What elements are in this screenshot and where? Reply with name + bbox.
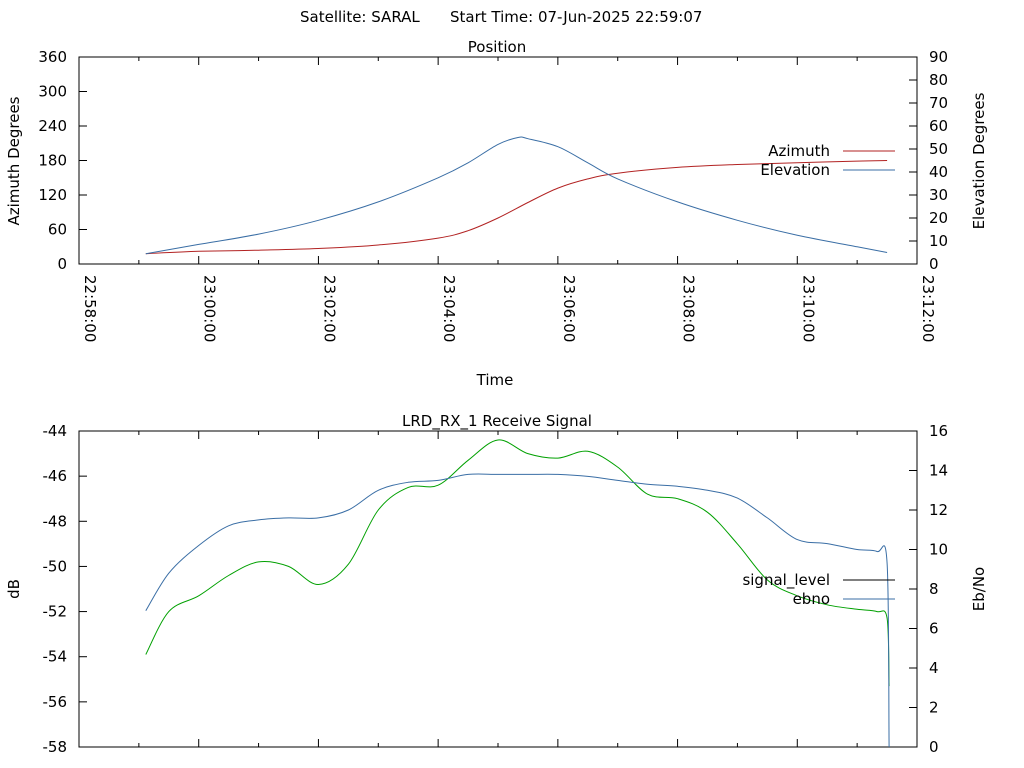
position-y2-tick-label: 70 [929,94,948,112]
receive-y2-tick-label: 10 [929,541,948,559]
position-y-tick-label: 180 [38,152,67,170]
position-y2-tick-label: 30 [929,186,948,204]
receive-y2-tick-label: 6 [929,620,939,638]
position-y2-tick-label: 80 [929,71,948,89]
position-y-tick-label: 360 [38,48,67,66]
time-axis-label: Time [476,371,514,389]
position-axes: 0 60 120 180 240 300 360 0 10 20 30 40 50 60 70 80 90 22:… [38,48,948,342]
position-y-tick-label: 0 [57,255,67,273]
position-y2-tick-label: 0 [929,255,939,273]
azimuth-axis-label: Azimuth Degrees [5,96,23,225]
position-y2-tick-label: 50 [929,140,948,158]
legend-signal-level-label: signal_level [742,571,830,590]
position-x-tick-label: 23:06:00 [560,275,578,342]
position-x-tick-label: 23:10:00 [799,275,817,342]
receive-y-tick-label: -50 [43,557,68,575]
receive-y2-tick-label: 2 [929,699,939,717]
receive-signal-chart: LRD_RX_1 Receive Signal -58-56-54-52-50-… [5,412,988,756]
receive-y-tick-label: -56 [43,693,68,711]
db-axis-label: dB [5,579,23,599]
position-x-tick-label: 22:58:00 [81,275,99,342]
position-y2-tick-label: 20 [929,209,948,227]
elevation-axis-label: Elevation Degrees [970,92,988,229]
receive-y2-tick-label: 0 [929,738,939,756]
position-y2-tick-label: 40 [929,163,948,181]
receive-signal-title: LRD_RX_1 Receive Signal [402,412,592,431]
ebno-axis-label: Eb/No [970,567,988,611]
receive-legend: signal_level ebno [742,571,895,608]
position-y-tick-label: 60 [48,221,67,239]
legend-azimuth-label: Azimuth [768,142,830,160]
receive-y-tick-label: -58 [43,738,68,756]
position-y-tick-label: 300 [38,83,67,101]
receive-y2-tick-label: 12 [929,501,948,519]
position-x-tick-label: 23:02:00 [320,275,338,342]
receive-plot-frame [78,430,918,748]
receive-y-tick-label: -52 [43,603,68,621]
receive-y2-tick-label: 16 [929,422,948,440]
position-x-tick-label: 23:08:00 [680,275,698,342]
receive-y-tick-label: -54 [43,648,68,666]
start-time-label: Start Time: 07-Jun-2025 22:59:07 [450,8,702,26]
receive-y-tick-label: -44 [43,422,68,440]
receive-y2-tick-label: 8 [929,580,939,598]
position-y2-tick-label: 90 [929,48,948,66]
satellite-label: Satellite: SARAL [300,8,420,26]
legend-ebno-label: ebno [793,590,830,608]
position-series [145,136,888,255]
position-title: Position [468,38,526,56]
position-y2-tick-label: 10 [929,232,948,250]
position-series-Azimuth-line [145,160,888,255]
receive-y-tick-label: -46 [43,467,68,485]
receive-axes: -58 -56 -54 -52 -50 -48 -46 -44 0 2 4 6 8 10 12 14 16 [43,422,949,756]
position-y2-tick-label: 60 [929,117,948,135]
position-y-tick-label: 240 [38,117,67,135]
position-x-tick-label: 23:12:00 [919,275,937,342]
receive-y-tick-label: -48 [43,512,68,530]
receive-y2-tick-label: 4 [929,659,939,677]
position-x-tick-label: 23:00:00 [201,275,219,342]
position-x-tick-label: 23:04:00 [440,275,458,342]
receive-y2-tick-label: 14 [929,462,948,480]
position-chart: Position 0 60 120 180 240 300 360 0 10 20 30 40 50 60… [5,38,988,389]
position-legend: Azimuth Elevation [760,142,895,179]
receive-series-ebno-line [145,473,890,748]
position-y-tick-label: 120 [38,186,67,204]
position-series-Elevation-line [145,136,888,255]
legend-elevation-label: Elevation [760,161,830,179]
receive-series [145,439,890,748]
receive-series-signal-level-line [145,439,890,687]
